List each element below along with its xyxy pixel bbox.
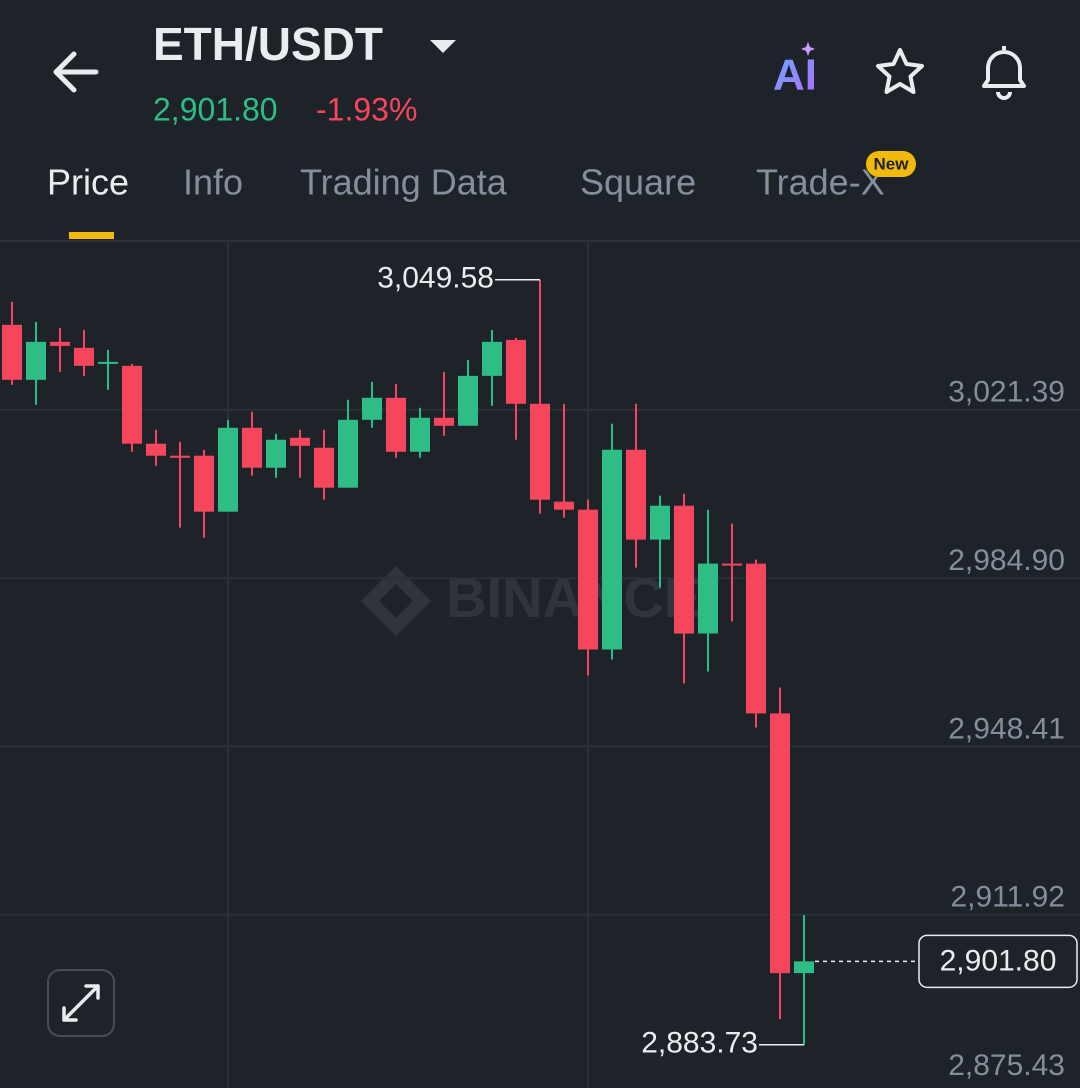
ai-sparkle xyxy=(801,42,815,56)
y-tick-label: 3,021.39 xyxy=(948,376,1065,409)
candle-body xyxy=(266,439,286,468)
tab[interactable]: Trade-X xyxy=(756,162,885,203)
candle-body xyxy=(98,361,118,364)
candle-body xyxy=(746,563,766,714)
new-badge xyxy=(866,151,916,177)
candle-body xyxy=(722,563,742,566)
y-tick-label: 2,948.41 xyxy=(948,712,1065,745)
candle-body xyxy=(554,501,574,510)
last-price-label: 2,901.80 xyxy=(940,944,1057,977)
price-change: -1.93% xyxy=(316,91,417,127)
tab[interactable]: Square xyxy=(580,162,696,203)
candle-body xyxy=(362,397,382,420)
pair-title[interactable]: ETH/USDT xyxy=(153,18,383,70)
y-tick-label: 2,984.90 xyxy=(948,544,1065,577)
y-tick-label: 2,875.43 xyxy=(948,1049,1065,1082)
favorite-button[interactable] xyxy=(876,48,924,94)
candle-body xyxy=(314,447,334,488)
last-price: 2,901.80 xyxy=(153,91,278,127)
watermark: BINANCE xyxy=(361,566,701,636)
fullscreen-button[interactable] xyxy=(47,969,115,1037)
candle-body xyxy=(506,339,526,404)
annotation-label: 2,883.73 xyxy=(641,1027,758,1060)
candle-body xyxy=(674,505,694,634)
active-tab-indicator xyxy=(69,232,114,239)
candle-body xyxy=(194,455,214,512)
y-tick-label: 2,911.92 xyxy=(950,881,1065,914)
candle-body xyxy=(602,449,622,650)
alert-button[interactable] xyxy=(982,46,1026,100)
last-price-box xyxy=(918,934,1078,989)
candle-body xyxy=(578,509,598,650)
watermark-text: BINANCE xyxy=(446,566,701,629)
candle-body xyxy=(698,563,718,634)
plot: 3,021.39 2,984.90 2,948.41 2,911.92 2,875.43… xyxy=(0,262,1080,1082)
ai-button[interactable]: AI xyxy=(773,51,817,100)
candle-body xyxy=(626,449,646,540)
candle-body xyxy=(50,341,70,346)
tab[interactable]: Price xyxy=(47,162,129,203)
candle-body xyxy=(434,417,454,426)
tab[interactable]: Trading Data xyxy=(300,162,508,203)
candle-body xyxy=(770,713,790,974)
candle-body xyxy=(218,427,238,512)
candle-body xyxy=(242,427,262,468)
candle-body xyxy=(74,347,94,366)
candle-body xyxy=(482,341,502,376)
candle-body xyxy=(26,341,46,380)
candle-body xyxy=(794,961,814,974)
candle-body xyxy=(386,397,406,452)
candle-body xyxy=(2,324,22,380)
candle-body xyxy=(530,403,550,500)
new-badge-label: New xyxy=(874,154,910,173)
pair-dropdown[interactable] xyxy=(430,40,456,53)
candle-body xyxy=(146,443,166,456)
back-button[interactable] xyxy=(53,51,99,93)
candle-body xyxy=(170,455,190,458)
candle-body xyxy=(458,375,478,426)
candle-body xyxy=(338,419,358,488)
annotation-label: 3,049.58 xyxy=(377,262,494,295)
candle-body xyxy=(122,365,142,444)
candle-body xyxy=(290,437,310,446)
candle-body xyxy=(410,417,430,452)
candle-body xyxy=(650,505,670,540)
tab[interactable]: Info xyxy=(183,162,243,203)
